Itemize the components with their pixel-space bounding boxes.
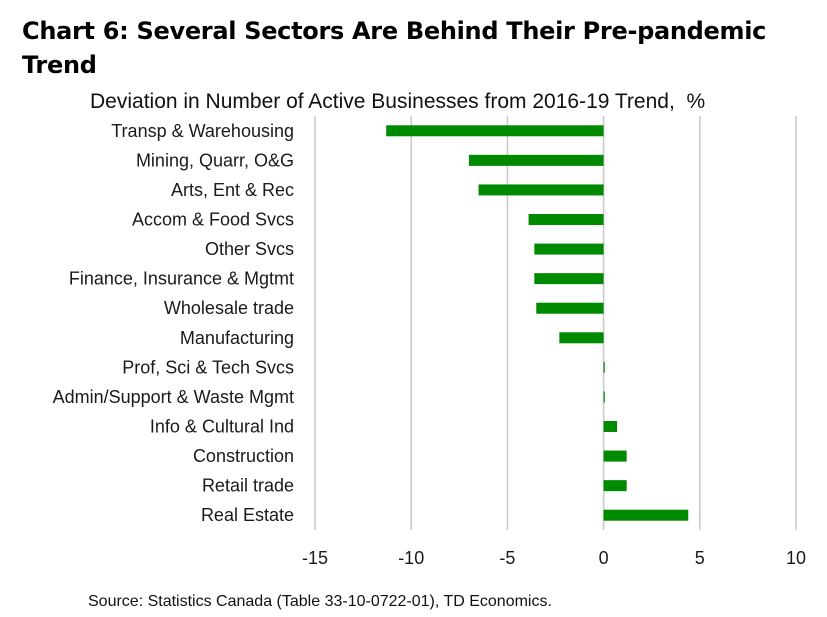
category-label: Retail trade bbox=[202, 476, 294, 496]
x-axis-tick-labels: -15 -10 -5 0 5 10 bbox=[302, 548, 806, 568]
category-label: Info & Cultural Ind bbox=[150, 417, 294, 437]
category-label: Other Svcs bbox=[205, 239, 294, 259]
x-tick-label: 10 bbox=[786, 548, 806, 568]
bar bbox=[528, 214, 604, 225]
source-note: Source: Statistics Canada (Table 33-10-0… bbox=[88, 593, 552, 610]
bar bbox=[603, 361, 605, 373]
category-label: Finance, Insurance & Mgtmt bbox=[69, 269, 294, 289]
x-tick-label: -15 bbox=[302, 548, 328, 568]
bar bbox=[603, 421, 618, 432]
gridlines bbox=[314, 116, 797, 530]
bar bbox=[534, 273, 604, 285]
bar bbox=[603, 391, 605, 403]
bar bbox=[603, 450, 627, 462]
category-label: Wholesale trade bbox=[164, 298, 294, 318]
x-tick-label: -5 bbox=[499, 548, 515, 568]
bars bbox=[386, 125, 689, 521]
bar bbox=[536, 302, 604, 314]
chart-subtitle: Deviation in Number of Active Businesses… bbox=[90, 90, 706, 113]
x-tick-label: -10 bbox=[398, 548, 424, 568]
chart-title: Chart 6: Several Sectors Are Behind Thei… bbox=[22, 17, 767, 79]
category-label: Real Estate bbox=[201, 505, 294, 525]
category-label: Manufacturing bbox=[180, 328, 294, 348]
bar bbox=[603, 509, 689, 521]
category-label: Accom & Food Svcs bbox=[132, 210, 294, 230]
bar bbox=[478, 184, 604, 196]
x-tick-label: 5 bbox=[695, 548, 705, 568]
bar bbox=[534, 243, 604, 255]
x-tick-label: 0 bbox=[599, 548, 609, 568]
category-label: Admin/Support & Waste Mgmt bbox=[53, 387, 294, 407]
bar bbox=[468, 154, 604, 166]
bar bbox=[559, 332, 604, 344]
bar bbox=[386, 125, 604, 137]
category-label: Arts, Ent & Rec bbox=[171, 180, 294, 200]
category-labels: Transp & Warehousing Mining, Quarr, O&G Ar… bbox=[53, 121, 294, 525]
category-label: Prof, Sci & Tech Svcs bbox=[122, 357, 294, 377]
category-label: Mining, Quarr, O&G bbox=[136, 150, 294, 170]
bar bbox=[603, 480, 627, 492]
category-label: Transp & Warehousing bbox=[111, 121, 294, 141]
category-label: Construction bbox=[193, 446, 294, 466]
